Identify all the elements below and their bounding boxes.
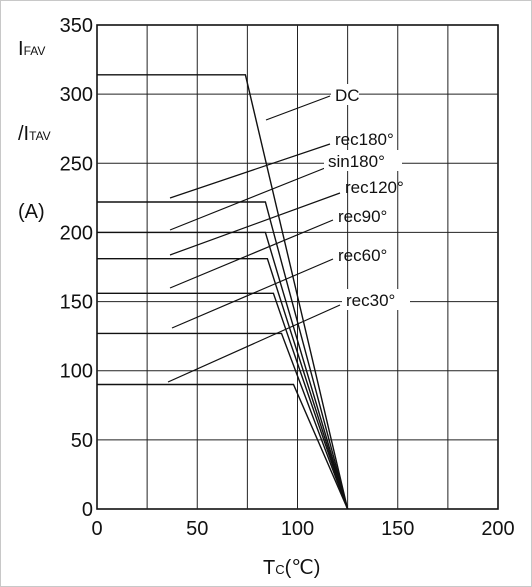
y-axis-label: IFAV /ITAV (A): [18, 38, 51, 223]
y-axis-unit: (A): [18, 201, 45, 223]
leader-line: [167, 304, 341, 383]
x-tick-label: 150: [381, 518, 414, 540]
y-tick-label: 100: [60, 361, 93, 383]
leader-line: [169, 192, 341, 256]
y-axis-label-sub2: TAV: [29, 129, 51, 143]
series-line: [97, 231, 349, 510]
y-tick-label: 350: [60, 15, 93, 37]
x-tick-label: 0: [91, 518, 102, 540]
y-axis-label-main: I: [18, 38, 24, 60]
series-label: rec30°: [346, 291, 395, 310]
series-label: rec90°: [338, 207, 387, 226]
leader-line: [169, 219, 334, 289]
y-axis-label-prefix: /I: [18, 123, 29, 145]
y-tick-label: 250: [60, 153, 93, 175]
y-tick-label: 50: [71, 430, 93, 452]
x-axis-label: TC(℃): [263, 557, 320, 579]
label-background: [324, 150, 402, 171]
y-tick-label: 0: [82, 499, 93, 521]
x-axis-label-main: T: [263, 557, 275, 579]
label-background: [342, 289, 410, 310]
x-axis-label-sub: C: [275, 562, 284, 577]
series-line: [97, 74, 349, 510]
y-tick-label: 300: [60, 84, 93, 106]
leader-line: [169, 143, 331, 199]
series-label: sin180°: [328, 152, 385, 171]
x-tick-label: 100: [281, 518, 314, 540]
series-line: [97, 258, 349, 510]
y-tick-label: 200: [60, 222, 93, 244]
series-labels: DC rec180° sin180° rec120° rec90° rec60° rec30…: [324, 84, 410, 310]
tick-labels: 0 50 100 150 200 0 50 100 150 200 250 300 350: [60, 15, 515, 540]
leader-line: [265, 95, 331, 121]
series-lines: [97, 74, 349, 510]
x-axis-label-unit: (℃): [285, 557, 321, 579]
y-axis-label-sub: FAV: [24, 44, 46, 58]
series-line: [97, 292, 349, 510]
svg-text:IFAV: IFAV: [18, 38, 45, 60]
series-label: rec60°: [338, 246, 387, 265]
svg-text:/ITAV: /ITAV: [18, 123, 51, 145]
series-line: [97, 332, 349, 510]
series-line: [97, 201, 349, 510]
series-label: rec120°: [345, 178, 404, 197]
series-line: [97, 383, 349, 510]
x-tick-label: 50: [186, 518, 208, 540]
y-tick-label: 150: [60, 292, 93, 314]
grid: [96, 24, 499, 510]
series-label: DC: [335, 86, 360, 105]
leader-lines: [167, 95, 341, 383]
label-background: [331, 84, 359, 105]
series-label: rec180°: [335, 130, 394, 149]
svg-text:TC(℃): TC(℃): [263, 557, 320, 579]
x-tick-label: 200: [481, 518, 514, 540]
leader-line: [171, 258, 334, 329]
leader-line: [169, 165, 331, 231]
